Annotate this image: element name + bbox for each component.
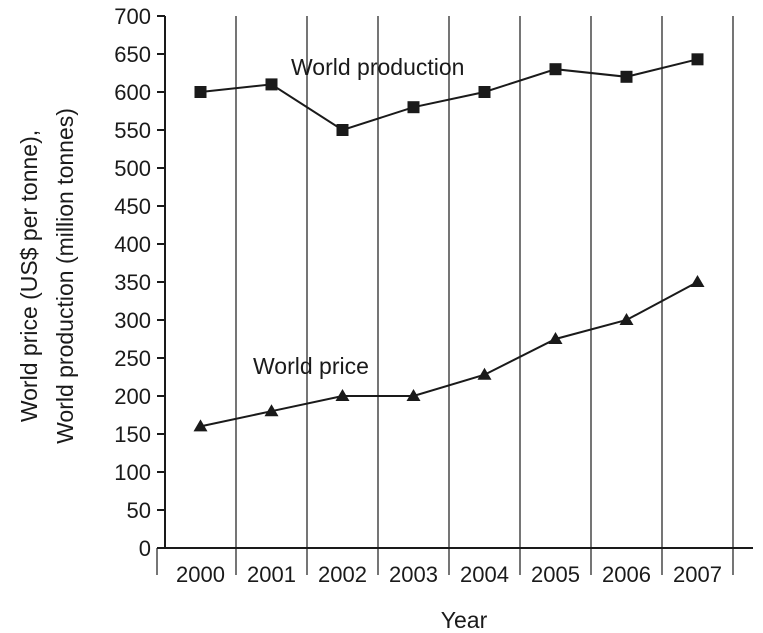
data-point-world-price: [193, 419, 208, 432]
y-axis-title-line-1: World price (US$ per tonne),: [16, 130, 42, 422]
series-label-world-price: World price: [253, 353, 369, 379]
data-point-world-price: [335, 389, 350, 401]
y-tick-label: 100: [114, 460, 151, 485]
data-point-world-production: [549, 63, 562, 76]
x-tick-label: 2005: [531, 562, 580, 587]
x-axis-title: Year: [441, 607, 488, 633]
y-tick-label: 500: [114, 156, 151, 181]
y-tick-label: 300: [114, 308, 151, 333]
data-point-world-price: [690, 275, 705, 287]
y-tick-label: 200: [114, 384, 151, 409]
axes: [164, 16, 753, 549]
series-line-world-price: [200, 281, 698, 428]
y-tick-label: 450: [114, 194, 151, 219]
data-point-world-production: [478, 86, 491, 98]
series-group: [193, 53, 705, 432]
y-tick-label: 0: [139, 536, 151, 561]
data-point-world-price: [477, 367, 492, 380]
data-point-world-production: [336, 124, 349, 136]
data-point-world-price: [264, 404, 279, 417]
series-label-world-production: World production: [291, 54, 464, 80]
y-tick-label: 650: [114, 42, 151, 67]
data-point-world-production: [620, 70, 633, 83]
x-tick-label: 2002: [318, 562, 367, 587]
y-axis-ticks: 0 50 100 150 200 250 300 350 400 450 500 550 600 650 7…: [114, 4, 165, 561]
x-tick-label: 2001: [247, 562, 296, 587]
data-point-world-production: [265, 78, 278, 91]
data-point-world-price: [548, 332, 563, 344]
y-axis-title-line-2: World production (million tonnes): [52, 108, 78, 444]
y-tick-label: 350: [114, 270, 151, 295]
x-tick-label: 2000: [176, 562, 225, 587]
series-line-world-production: [200, 58, 698, 132]
y-tick-label: 150: [114, 422, 151, 447]
data-point-world-price: [619, 313, 634, 325]
data-point-world-production: [194, 86, 207, 98]
data-point-world-production: [691, 53, 704, 66]
y-tick-label: 400: [114, 232, 151, 257]
data-point-world-price: [406, 389, 421, 401]
y-axis-title: World price (US$ per tonne), World produ…: [16, 108, 78, 444]
y-tick-label: 700: [114, 4, 151, 29]
x-tick-label: 2004: [460, 562, 509, 587]
y-tick-label: 550: [114, 118, 151, 143]
x-tick-label: 2007: [673, 562, 722, 587]
data-point-world-production: [407, 101, 420, 114]
y-tick-label: 250: [114, 346, 151, 371]
y-tick-label: 50: [127, 498, 151, 523]
vertical-gridlines: [156, 16, 734, 575]
x-tick-label: 2003: [389, 562, 438, 587]
x-axis-ticks: 2000 2001 2002 2003 2004 2005 2006 2007: [176, 562, 722, 587]
y-tick-label: 600: [114, 80, 151, 105]
x-tick-label: 2006: [602, 562, 651, 587]
